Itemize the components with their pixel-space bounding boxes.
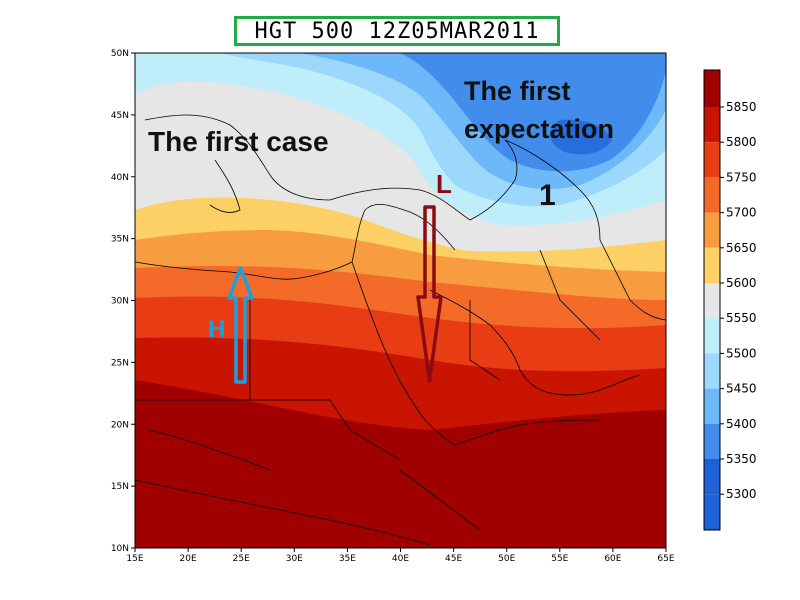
latitude-axis: 50N 45N 40N 35N 30N 25N 20N 15N 10N [111, 49, 135, 554]
colorbar-segment [704, 318, 720, 354]
high-label: H [208, 316, 225, 343]
lon-tick-label: 25E [233, 554, 250, 564]
color-legend: 5850 5800 5750 5700 5650 5600 5550 5500 5450 5400… [703, 69, 757, 531]
colorbar-segment [704, 212, 720, 248]
colorbar-label: 5350 [726, 452, 757, 466]
colorbar-segment [704, 247, 720, 283]
first-expectation-line2: expectation [464, 114, 614, 144]
lat-tick-label: 50N [111, 49, 129, 59]
colorbar-label: 5650 [726, 241, 757, 255]
colorbar-label: 5300 [726, 487, 757, 501]
lat-tick-label: 10N [111, 544, 129, 554]
colorbar-segment [704, 353, 720, 389]
low-pressure-arrow: L [416, 169, 452, 383]
lon-tick-label: 20E [180, 554, 197, 564]
lat-tick-label: 40N [111, 173, 129, 183]
lat-tick-label: 45N [111, 111, 129, 121]
lon-tick-label: 45E [445, 554, 462, 564]
lon-tick-label: 30E [286, 554, 303, 564]
lon-tick-label: 15E [126, 554, 143, 564]
low-label: L [436, 169, 452, 199]
colorbar-segment [704, 107, 720, 143]
colorbar-segment [704, 283, 720, 319]
colorbar-segment [704, 142, 720, 178]
coastlines [135, 114, 666, 546]
colorbar-label: 5500 [726, 346, 757, 360]
colorbar-label: 5750 [726, 170, 757, 184]
lat-tick-label: 35N [111, 235, 129, 245]
colorbar-label: 5550 [726, 311, 757, 325]
high-pressure-arrow: H [208, 266, 254, 384]
colorbar-label: 5850 [726, 100, 757, 114]
colorbar-frame [703, 69, 721, 531]
colorbar-segment [704, 423, 720, 459]
longitude-axis: 15E 20E 25E 30E 35E 40E 45E 50E 55E 60E 65E [126, 548, 675, 564]
lon-tick-label: 40E [392, 554, 409, 564]
lat-tick-label: 20N [111, 420, 129, 430]
lat-tick-label: 25N [111, 358, 129, 368]
colorbar-label: 5450 [726, 382, 757, 396]
colorbar-label: 5800 [726, 135, 757, 149]
colorbar-segment [704, 388, 720, 424]
first-expectation-line1: The first [464, 76, 571, 106]
map-title: HGT 500 12Z05MAR2011 [234, 16, 560, 46]
lon-tick-label: 65E [657, 554, 674, 564]
colorbar-label: 5700 [726, 206, 757, 220]
number-one-label: 1 [539, 179, 556, 212]
colorbar-segment [704, 70, 720, 107]
first-case-label: The first case [148, 126, 329, 157]
lat-tick-label: 15N [111, 482, 129, 492]
colorbar-segment [704, 494, 720, 530]
lon-tick-label: 50E [498, 554, 515, 564]
colorbar-segment [704, 177, 720, 213]
colorbar-label: 5600 [726, 276, 757, 290]
lon-tick-label: 35E [339, 554, 356, 564]
lon-tick-label: 55E [551, 554, 568, 564]
colorbar-label: 5400 [726, 417, 757, 431]
lon-tick-label: 60E [604, 554, 621, 564]
band-5300-patch [550, 119, 612, 155]
lat-tick-label: 30N [111, 297, 129, 307]
colorbar-segment [704, 459, 720, 495]
